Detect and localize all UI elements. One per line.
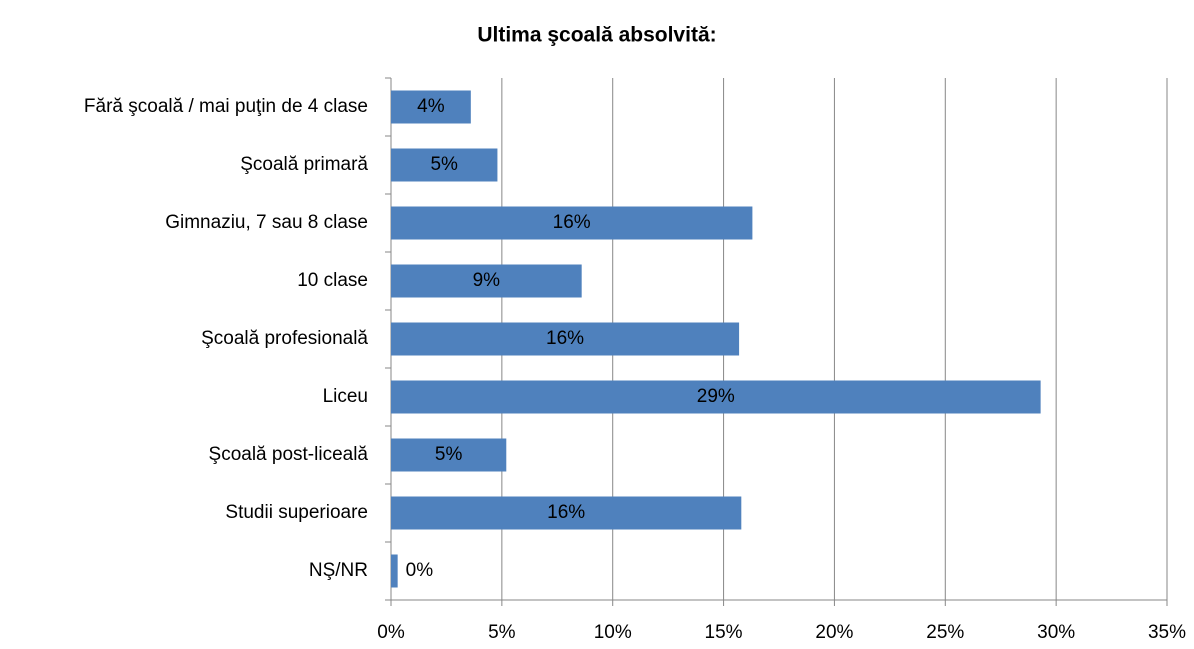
bar [391, 554, 398, 588]
bar [391, 496, 742, 530]
x-tick-label: 20% [815, 622, 853, 643]
y-tick-label: Şcoală profesională [201, 328, 368, 349]
data-label: 16% [547, 502, 585, 523]
y-tick-label: Şcoală primară [240, 154, 368, 175]
bar [391, 206, 753, 240]
x-tick-label: 25% [926, 622, 964, 643]
y-tick-label: Liceu [323, 386, 368, 407]
data-label: 29% [697, 386, 735, 407]
chart-title: Ultima şcoală absolvită: [477, 24, 716, 47]
data-label: 9% [473, 270, 501, 291]
x-tick-label: 5% [488, 622, 516, 643]
y-tick-label: Gimnaziu, 7 sau 8 clase [165, 212, 368, 233]
data-label: 16% [546, 328, 584, 349]
bar [391, 438, 507, 472]
data-label: 4% [417, 96, 445, 117]
data-label: 0% [406, 560, 434, 581]
bar [391, 380, 1041, 414]
x-tick-label: 15% [705, 622, 743, 643]
data-label: 5% [435, 444, 463, 465]
x-tick-label: 0% [377, 622, 405, 643]
y-tick-label: Studii superioare [225, 502, 368, 523]
y-tick-label: 10 clase [297, 270, 368, 291]
x-tick-label: 30% [1037, 622, 1075, 643]
x-tick-label: 35% [1148, 622, 1186, 643]
data-label: 16% [553, 212, 591, 233]
y-tick-label: Şcoală post-liceală [209, 444, 369, 465]
bar [391, 148, 498, 182]
y-tick-label: Fără şcoală / mai puţin de 4 clase [84, 96, 368, 117]
x-tick-label: 10% [594, 622, 632, 643]
data-label: 5% [430, 154, 458, 175]
bar [391, 90, 471, 124]
bar [391, 264, 582, 298]
bar [391, 322, 740, 356]
y-tick-label: NŞ/NR [309, 560, 368, 581]
